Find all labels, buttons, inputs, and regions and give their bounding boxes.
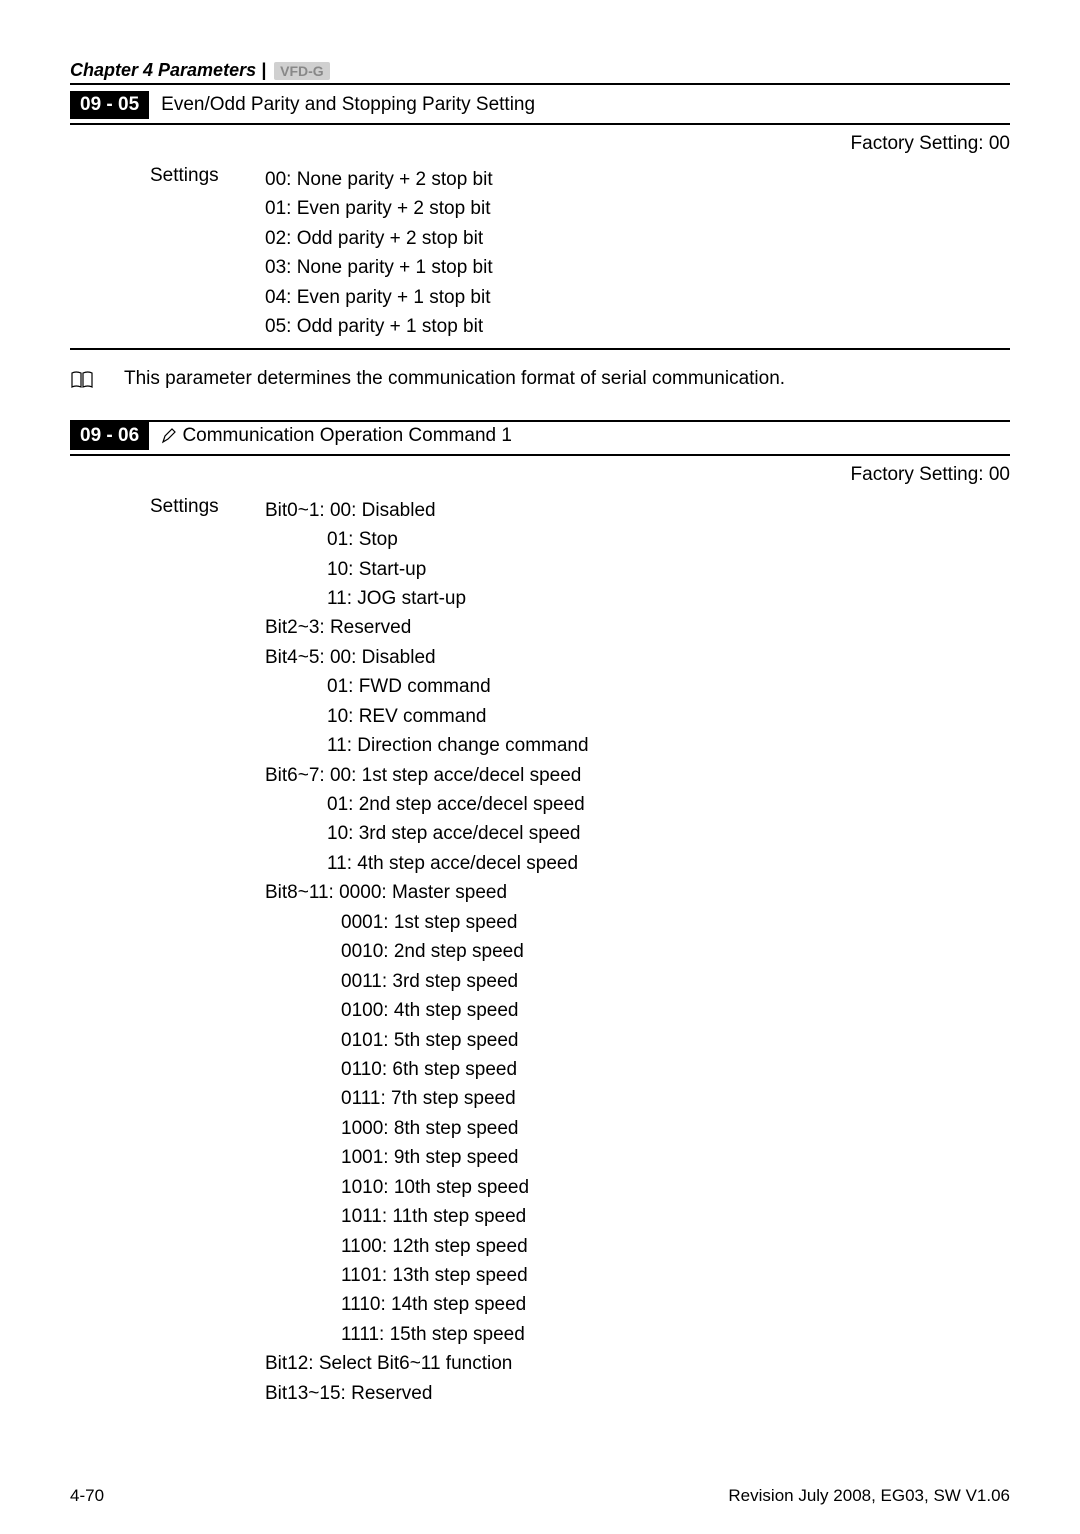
bit-heading: Bit12: Select Bit6~11 function (265, 1349, 589, 1378)
setting-option: 05: Odd parity + 1 stop bit (265, 312, 493, 341)
chapter-header: Chapter 4 Parameters | VFD-G (70, 60, 1010, 85)
settings-block-0905: Settings 00: None parity + 2 stop bit 01… (150, 165, 1010, 342)
bit-sub: 0011: 3rd step speed (265, 967, 589, 996)
bit-sub: 0101: 5th step speed (265, 1026, 589, 1055)
bit-sub: 1111: 15th step speed (265, 1320, 589, 1349)
product-logo: VFD-G (274, 62, 330, 80)
note-text: This parameter determines the communicat… (124, 368, 785, 390)
setting-option: 03: None parity + 1 stop bit (265, 253, 493, 282)
bit-sub: 1011: 11th step speed (265, 1202, 589, 1231)
bit-sub: 1110: 14th step speed (265, 1290, 589, 1319)
bit-heading: Bit13~15: Reserved (265, 1379, 589, 1408)
settings-block-0906: Settings Bit0~1: 00: Disabled 01: Stop 1… (150, 496, 1010, 1409)
revision-text: Revision July 2008, EG03, SW V1.06 (728, 1486, 1010, 1506)
factory-setting-0905: Factory Setting: 00 (70, 133, 1010, 155)
pencil-icon (161, 428, 177, 444)
factory-setting-0906: Factory Setting: 00 (70, 464, 1010, 486)
bit-sub: 01: FWD command (265, 672, 589, 701)
bit-sub: 01: Stop (265, 525, 589, 554)
settings-list-0905: 00: None parity + 2 stop bit 01: Even pa… (265, 165, 493, 342)
bit-heading: Bit2~3: Reserved (265, 613, 589, 642)
bit-sub: 10: Start-up (265, 555, 589, 584)
param-code-0905: 09 - 05 (70, 91, 149, 119)
bit-heading: Bit6~7: 00: 1st step acce/decel speed (265, 761, 589, 790)
bit-sub: 01: 2nd step acce/decel speed (265, 790, 589, 819)
setting-option: 02: Odd parity + 2 stop bit (265, 224, 493, 253)
bit-sub: 0010: 2nd step speed (265, 937, 589, 966)
bit-sub: 0001: 1st step speed (265, 908, 589, 937)
settings-label: Settings (150, 496, 265, 1409)
bit-heading: Bit4~5: 00: Disabled (265, 643, 589, 672)
bit-sub: 11: JOG start-up (265, 584, 589, 613)
bit-sub: 0110: 6th step speed (265, 1055, 589, 1084)
divider (70, 348, 1010, 350)
bit-heading: Bit8~11: 0000: Master speed (265, 878, 589, 907)
bit-sub: 1001: 9th step speed (265, 1143, 589, 1172)
bit-sub: 10: REV command (265, 702, 589, 731)
setting-option: 04: Even parity + 1 stop bit (265, 283, 493, 312)
param-title-0905: Even/Odd Parity and Stopping Parity Sett… (161, 94, 535, 116)
note-row: This parameter determines the communicat… (70, 368, 1010, 390)
bit-sub: 1101: 13th step speed (265, 1261, 589, 1290)
chapter-text: Chapter 4 Parameters | (70, 60, 266, 81)
setting-option: 00: None parity + 2 stop bit (265, 165, 493, 194)
bit-heading: Bit0~1: 00: Disabled (265, 496, 589, 525)
param-title-text: Communication Operation Command 1 (182, 425, 512, 446)
settings-list-0906: Bit0~1: 00: Disabled 01: Stop 10: Start-… (265, 496, 589, 1409)
bit-sub: 0111: 7th step speed (265, 1084, 589, 1113)
setting-option: 01: Even parity + 2 stop bit (265, 194, 493, 223)
param-title-0906: Communication Operation Command 1 (161, 425, 512, 447)
bit-sub: 1000: 8th step speed (265, 1114, 589, 1143)
bit-sub: 11: Direction change command (265, 731, 589, 760)
bit-sub: 10: 3rd step acce/decel speed (265, 819, 589, 848)
page-footer: 4-70 Revision July 2008, EG03, SW V1.06 (70, 1486, 1010, 1506)
bit-sub: 1010: 10th step speed (265, 1173, 589, 1202)
param-0905-header: 09 - 05 Even/Odd Parity and Stopping Par… (70, 91, 1010, 125)
bit-sub: 11: 4th step acce/decel speed (265, 849, 589, 878)
page-number: 4-70 (70, 1486, 104, 1506)
bit-sub: 0100: 4th step speed (265, 996, 589, 1025)
param-0906-header: 09 - 06 Communication Operation Command … (70, 422, 1010, 456)
bit-sub: 1100: 12th step speed (265, 1232, 589, 1261)
book-icon (70, 370, 94, 390)
param-code-0906: 09 - 06 (70, 422, 149, 450)
settings-label: Settings (150, 165, 265, 342)
